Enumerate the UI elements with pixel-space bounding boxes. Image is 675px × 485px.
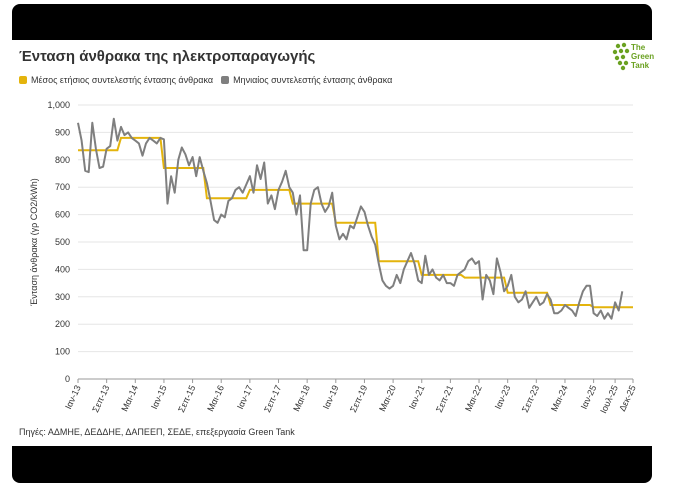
legend-swatch-annual [19,76,27,84]
x-tick-label: Ιουλ-25 [598,384,620,415]
top-banner [12,4,652,40]
bottom-banner [12,446,652,483]
x-tick-label: Ιαν-17 [235,384,255,411]
source-note: Πηγές: ΑΔΜΗΕ, ΔΕΔΔΗΕ, ΔΑΠΕΕΠ, ΣΕΔΕ, επεξ… [19,427,295,437]
y-tick-label: 100 [55,347,70,357]
y-tick-label: 700 [55,182,70,192]
x-tick-label: Μαι-24 [549,384,570,413]
x-tick-label: Ιαν-23 [493,384,513,411]
x-tick-label: Σεπ-21 [434,384,455,414]
y-tick-label: 0 [65,374,70,384]
legend-swatch-monthly [221,76,230,84]
y-axis-title: Ένταση άνθρακα (γρ CO2/kWh) [29,178,39,307]
x-tick-label: Σεπ-15 [176,384,197,414]
x-tick-label: Μαι-20 [377,384,398,413]
logo-line2: Green [631,52,655,61]
x-tick-label: Σεπ-23 [520,384,541,414]
x-tick-label: Ιαν-21 [407,384,427,411]
x-tick-label: Σεπ-13 [90,384,111,414]
green-tank-logo-icon [612,42,630,71]
x-tick-label: Μαι-16 [205,384,226,413]
chart-title: Ένταση άνθρακα της ηλεκτροπαραγωγής [19,48,316,65]
x-tick-label: Ιαν-25 [579,384,599,411]
x-tick-label: Μαι-18 [291,384,312,413]
legend-item-monthly[interactable]: Μηνιαίος συντελεστής έντασης άνθρακα [221,75,392,85]
x-tick-label: Μαι-22 [463,384,484,413]
series-monthly-line [77,117,624,320]
logo-line3: Tank [631,61,650,70]
x-tick-label: Δεκ-25 [617,384,638,413]
y-tick-label: 1,000 [47,100,70,110]
legend-label-monthly: Μηνιαίος συντελεστής έντασης άνθρακα [233,75,393,85]
x-tick-label: Σεπ-17 [262,384,283,414]
y-tick-label: 500 [55,237,70,247]
x-tick-label: Ιαν-13 [63,384,83,411]
x-tick-label: Ιαν-19 [321,384,341,411]
y-tick-label: 400 [55,264,70,274]
chart-legend: Μέσος ετήσιος συντελεστής έντασης άνθρακ… [19,75,400,85]
logo-line1: The [631,43,646,52]
legend-label-annual: Μέσος ετήσιος συντελεστής έντασης άνθρακ… [31,75,214,85]
y-tick-label: 300 [55,292,70,302]
y-tick-label: 600 [55,210,70,220]
x-tick-label: Ιαν-15 [149,384,169,411]
x-tick-label: Μαι-14 [119,384,140,413]
x-tick-label: Σεπ-19 [348,384,369,414]
legend-item-annual[interactable]: Μέσος ετήσιος συντελεστής έντασης άνθρακ… [19,75,213,85]
logo-text: The Green Tank [631,43,654,70]
y-tick-label: 200 [55,319,70,329]
y-tick-label: 800 [55,155,70,165]
y-tick-label: 900 [55,127,70,137]
